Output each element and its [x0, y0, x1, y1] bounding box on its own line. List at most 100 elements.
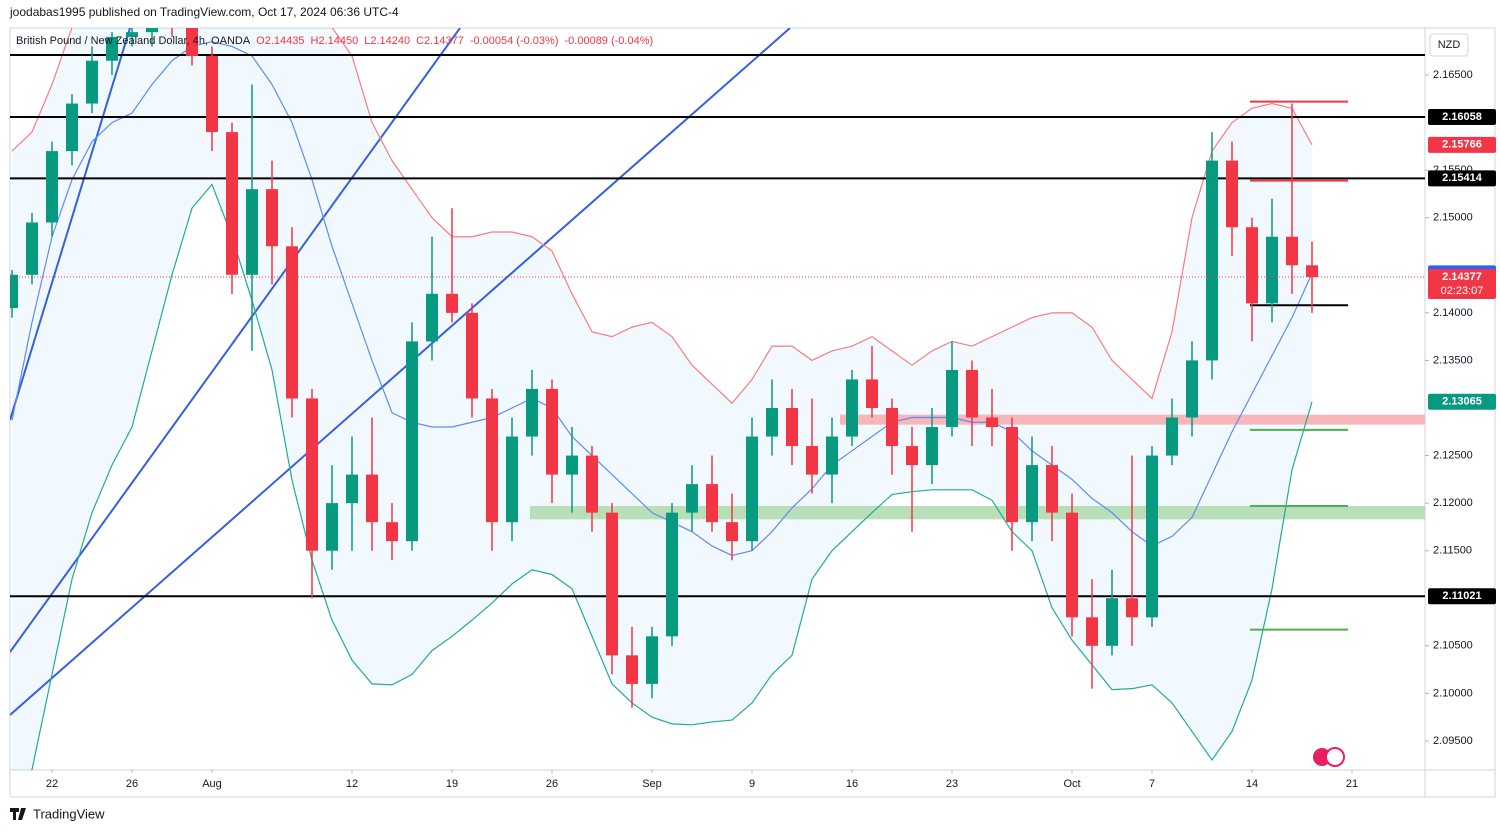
candle-body [506, 436, 518, 523]
candle-body [1226, 160, 1238, 228]
candle-body [1246, 227, 1258, 304]
candle-body [186, 28, 198, 56]
x-tick-label: 9 [749, 778, 755, 790]
candle-body [366, 474, 378, 523]
symbol: British Pound / New Zealand Dollar, 4h, … [16, 35, 251, 47]
candle-body [1146, 455, 1158, 618]
band-fill [12, 28, 1312, 770]
y-tick-label: 2.13500 [1433, 354, 1473, 366]
candle-body [346, 474, 358, 504]
x-tick-label: 23 [946, 778, 958, 790]
candle-body [806, 446, 818, 475]
price-label: 2.16058 [1442, 111, 1482, 123]
candle-body [406, 341, 418, 542]
y-tick-label: 2.16500 [1433, 69, 1473, 81]
x-tick-label: 22 [46, 778, 58, 790]
candle-body [546, 388, 558, 475]
currency-box[interactable] [1429, 33, 1469, 57]
price-label-box [1428, 268, 1496, 299]
candle-body [706, 484, 718, 523]
candle-body [286, 246, 298, 399]
price-label: 2.14377 [1442, 271, 1482, 283]
candle-body [66, 103, 78, 152]
zone [840, 414, 1425, 425]
candle-body [886, 407, 898, 447]
logo-icon [1325, 747, 1345, 767]
ohlc-value: L2.14240 [364, 35, 410, 47]
x-tick-label: 19 [446, 778, 458, 790]
x-tick-label: 12 [346, 778, 358, 790]
price-label-box [1428, 136, 1496, 153]
candle-body [326, 503, 338, 551]
countdown: 02:23:07 [1441, 285, 1484, 297]
y-tick-label: 2.11500 [1433, 545, 1472, 557]
candle-body [386, 522, 398, 542]
candle-body [606, 512, 618, 656]
candle-body [726, 522, 738, 542]
ohlc-value: C2.14377 [416, 35, 464, 47]
candle-body [306, 398, 318, 551]
y-tick-label: 2.10500 [1433, 640, 1473, 652]
candle-body [106, 36, 118, 61]
candle-body [986, 417, 998, 428]
candle-body [926, 427, 938, 466]
candle-body [1066, 512, 1078, 618]
candle-body [1206, 160, 1218, 361]
y-tick-label: 2.12000 [1433, 497, 1473, 509]
x-tick-label: 26 [546, 778, 558, 790]
x-tick-label: Aug [202, 778, 222, 790]
plot [10, 28, 1425, 770]
candle-body [586, 455, 598, 513]
candle-body [10, 274, 18, 309]
band-line [11, 41, 1313, 557]
candle-body [666, 512, 678, 637]
candle-body [826, 436, 838, 475]
candle-body [1046, 465, 1058, 513]
candle-body [946, 369, 958, 428]
candle-body [906, 446, 918, 466]
candle-body [566, 455, 578, 475]
candle-body [1166, 417, 1178, 456]
candle-body [1126, 598, 1138, 618]
currency: NZD [1438, 39, 1461, 51]
candle-body [1266, 236, 1278, 304]
candle-body [526, 388, 538, 437]
band-line [11, 28, 1313, 405]
price-label: 2.11021 [1442, 590, 1481, 602]
footer-logo [10, 808, 26, 820]
candle-body [226, 132, 238, 275]
x-tick-label: 26 [126, 778, 138, 790]
candle-body [426, 293, 438, 342]
x-tick-label: Oct [1063, 778, 1080, 790]
trend-line [10, 28, 791, 716]
trend-line [10, 28, 131, 421]
candle-body [86, 60, 98, 104]
price-label: 2.13065 [1442, 396, 1482, 408]
logo [1313, 747, 1345, 767]
candle-body [246, 189, 258, 275]
zone [530, 505, 1425, 520]
legend: British Pound / New Zealand Dollar, 4h, … [16, 35, 653, 47]
candle-body [1306, 265, 1318, 277]
y-tick-label: 2.10000 [1433, 687, 1473, 699]
candle-body [686, 484, 698, 513]
candle-body [1086, 617, 1098, 646]
y-tick-label: 2.12500 [1433, 449, 1473, 461]
ohlc-value: O2.14435 [256, 35, 304, 47]
price-label-box [1428, 109, 1496, 126]
candle-body [846, 379, 858, 437]
candle-body [446, 293, 458, 313]
frame [9, 27, 1496, 798]
y-tick-label: 2.14000 [1433, 307, 1473, 319]
y-tick-label: 2.09500 [1433, 735, 1473, 747]
candle-body [1006, 427, 1018, 523]
candle-body [146, 28, 158, 33]
candle-body [126, 32, 138, 37]
price-label-box [1428, 170, 1496, 187]
footer: TradingView [33, 806, 105, 821]
candle-body [1106, 598, 1118, 646]
ohlc-value: -0.00089 (-0.04%) [565, 35, 654, 47]
price-label: 2.15766 [1442, 139, 1482, 151]
publisher: joodabas1995 published on TradingView.co… [9, 5, 399, 19]
